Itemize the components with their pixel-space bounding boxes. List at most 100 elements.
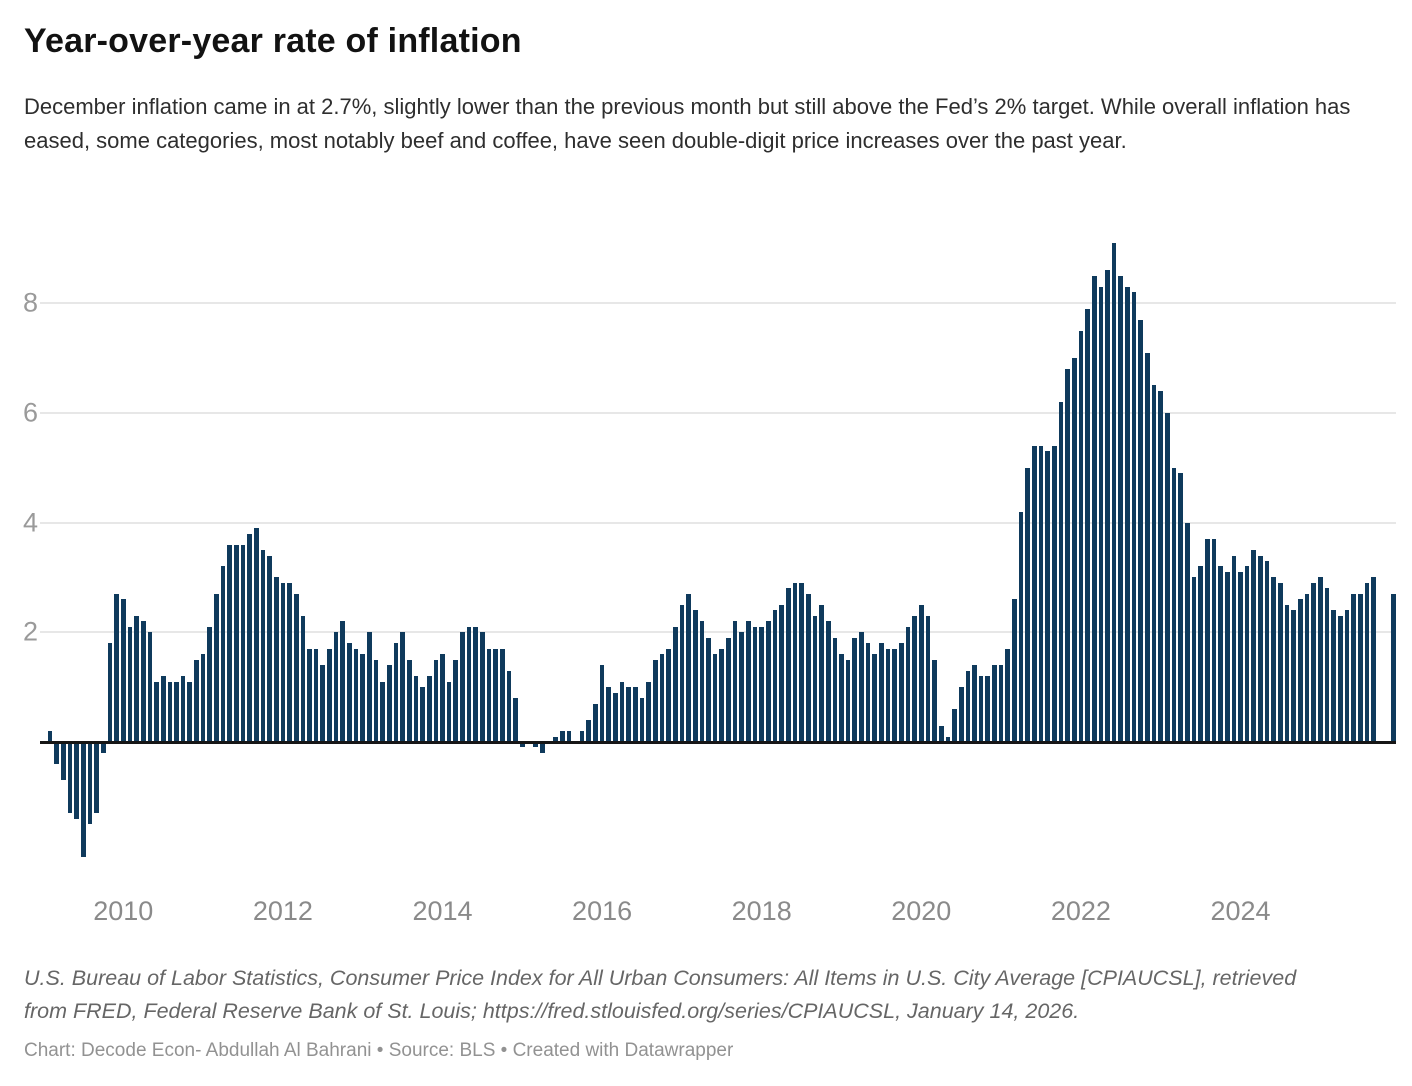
inflation-bar[interactable] xyxy=(287,582,292,742)
inflation-bar[interactable] xyxy=(47,731,53,742)
inflation-bar[interactable] xyxy=(1078,330,1084,742)
inflation-bar[interactable] xyxy=(666,648,671,742)
inflation-bar[interactable] xyxy=(473,626,479,742)
inflation-bar[interactable] xyxy=(1165,412,1170,742)
inflation-bar[interactable] xyxy=(174,681,179,742)
inflation-bar[interactable] xyxy=(506,670,512,742)
inflation-bar[interactable] xyxy=(1045,451,1050,742)
inflation-bar[interactable] xyxy=(267,555,272,742)
inflation-bar[interactable] xyxy=(845,659,851,742)
inflation-bar[interactable] xyxy=(752,626,758,742)
inflation-bar[interactable] xyxy=(646,681,651,742)
inflation-bar[interactable] xyxy=(1284,604,1290,742)
inflation-bar[interactable] xyxy=(726,637,731,742)
inflation-bar[interactable] xyxy=(918,604,924,742)
inflation-bar[interactable] xyxy=(247,533,252,742)
inflation-bar[interactable] xyxy=(985,676,991,742)
inflation-bar[interactable] xyxy=(839,654,844,742)
inflation-bar[interactable] xyxy=(220,566,226,742)
inflation-bar[interactable] xyxy=(1298,599,1303,742)
inflation-bar[interactable] xyxy=(253,528,259,742)
inflation-bar[interactable] xyxy=(1324,588,1330,742)
inflation-bar[interactable] xyxy=(819,604,824,742)
inflation-bar[interactable] xyxy=(293,593,299,742)
inflation-bar[interactable] xyxy=(187,681,193,742)
inflation-bar[interactable] xyxy=(154,681,159,742)
inflation-bar[interactable] xyxy=(273,577,279,742)
inflation-bar[interactable] xyxy=(579,731,585,742)
inflation-bar[interactable] xyxy=(1005,648,1011,742)
inflation-bar[interactable] xyxy=(1184,522,1190,742)
inflation-bar[interactable] xyxy=(1278,582,1283,742)
inflation-bar[interactable] xyxy=(686,593,691,742)
inflation-bar[interactable] xyxy=(340,621,346,742)
inflation-bar[interactable] xyxy=(792,582,798,742)
inflation-bar[interactable] xyxy=(892,648,898,742)
inflation-bar[interactable] xyxy=(952,709,957,742)
inflation-bar[interactable] xyxy=(114,593,119,742)
inflation-bar[interactable] xyxy=(519,742,525,748)
inflation-bar[interactable] xyxy=(493,648,499,742)
inflation-bar[interactable] xyxy=(167,681,173,742)
inflation-bar[interactable] xyxy=(879,643,884,742)
inflation-bar[interactable] xyxy=(380,681,385,742)
inflation-bar[interactable] xyxy=(453,659,459,742)
inflation-bar[interactable] xyxy=(1012,599,1017,742)
inflation-bar[interactable] xyxy=(1238,571,1243,742)
inflation-bar[interactable] xyxy=(240,544,246,742)
inflation-bar[interactable] xyxy=(74,742,80,819)
inflation-bar[interactable] xyxy=(679,604,685,742)
inflation-bar[interactable] xyxy=(446,681,452,742)
inflation-bar[interactable] xyxy=(147,632,153,742)
inflation-bar[interactable] xyxy=(1224,571,1230,742)
inflation-bar[interactable] xyxy=(1218,566,1223,742)
inflation-bar[interactable] xyxy=(207,626,213,742)
inflation-bar[interactable] xyxy=(1204,539,1210,742)
inflation-bar[interactable] xyxy=(1191,577,1197,742)
inflation-bar[interactable] xyxy=(965,670,971,742)
inflation-bar[interactable] xyxy=(214,593,219,742)
inflation-bar[interactable] xyxy=(1331,610,1336,742)
inflation-bar[interactable] xyxy=(1051,445,1057,742)
inflation-bar[interactable] xyxy=(1111,242,1117,742)
inflation-bar[interactable] xyxy=(945,736,951,742)
inflation-bar[interactable] xyxy=(885,648,891,742)
inflation-bar[interactable] xyxy=(566,731,572,742)
inflation-bar[interactable] xyxy=(313,648,319,742)
inflation-bar[interactable] xyxy=(852,637,858,742)
inflation-bar[interactable] xyxy=(353,648,359,742)
inflation-bar[interactable] xyxy=(373,659,379,742)
inflation-bar[interactable] xyxy=(81,742,86,858)
inflation-bar[interactable] xyxy=(1145,352,1150,742)
inflation-bar[interactable] xyxy=(107,643,113,742)
inflation-bar[interactable] xyxy=(433,659,439,742)
inflation-bar[interactable] xyxy=(593,703,598,742)
inflation-bar[interactable] xyxy=(1211,539,1217,742)
inflation-bar[interactable] xyxy=(699,621,705,742)
inflation-bar[interactable] xyxy=(120,599,126,742)
inflation-bar[interactable] xyxy=(533,742,538,748)
inflation-bar[interactable] xyxy=(832,637,838,742)
inflation-bar[interactable] xyxy=(180,676,186,742)
inflation-bar[interactable] xyxy=(67,742,73,814)
inflation-bar[interactable] xyxy=(460,632,465,742)
inflation-bar[interactable] xyxy=(972,665,977,742)
inflation-bar[interactable] xyxy=(486,648,492,742)
inflation-bar[interactable] xyxy=(1291,610,1297,742)
inflation-bar[interactable] xyxy=(54,742,60,764)
inflation-bar[interactable] xyxy=(978,676,984,742)
inflation-bar[interactable] xyxy=(1317,577,1323,742)
inflation-bar[interactable] xyxy=(1337,615,1343,742)
inflation-bar[interactable] xyxy=(559,731,565,742)
inflation-bar[interactable] xyxy=(1025,467,1031,742)
inflation-bar[interactable] xyxy=(626,687,632,742)
inflation-bar[interactable] xyxy=(1178,473,1183,742)
inflation-bar[interactable] xyxy=(1357,593,1363,742)
inflation-bar[interactable] xyxy=(619,681,625,742)
inflation-bar[interactable] xyxy=(347,643,352,742)
inflation-bar[interactable] xyxy=(925,615,931,742)
inflation-bar[interactable] xyxy=(932,659,937,742)
inflation-bar[interactable] xyxy=(613,692,618,742)
inflation-bar[interactable] xyxy=(101,742,106,753)
inflation-bar[interactable] xyxy=(586,720,592,742)
